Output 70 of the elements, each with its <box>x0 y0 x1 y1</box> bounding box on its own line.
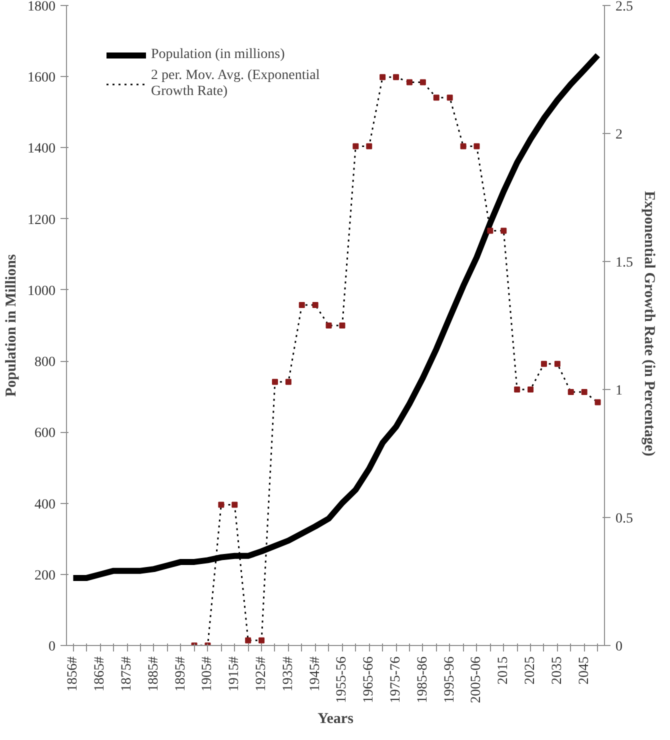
x-tick-label: 2025 <box>523 656 538 684</box>
x-tick-label: 1935# <box>280 656 296 692</box>
point <box>540 360 547 367</box>
y-tick-label: 1200 <box>28 212 56 228</box>
y2-tick-label: 2.5 <box>616 0 633 14</box>
point <box>298 302 305 308</box>
point <box>460 143 466 150</box>
point <box>528 386 534 392</box>
point <box>581 389 588 396</box>
y-tick-label: 400 <box>34 497 56 512</box>
x-tick-label: 1975-76 <box>388 656 404 704</box>
y-tick-label: 0 <box>48 640 56 654</box>
y-tick-label: 1400 <box>28 142 56 157</box>
x-tick-label: 1915# <box>227 656 242 692</box>
point <box>232 502 238 508</box>
y2-tick-label: 2 <box>616 128 622 142</box>
x-tick-label: 1945# <box>308 656 323 692</box>
y-tick-label: 600 <box>34 426 56 442</box>
point <box>339 322 346 328</box>
point <box>514 386 520 392</box>
y-tick-label: 800 <box>34 355 56 370</box>
y-tick-label: 1600 <box>28 70 56 86</box>
x-tick-label: 2045 <box>576 656 592 684</box>
y2-tick-label: 0 <box>616 640 622 654</box>
x-axis-title: Years <box>318 711 354 728</box>
x-tick-label: 1985-86 <box>415 656 430 704</box>
y2-axis-title: Exponential Growth Rate (in Percentage) <box>641 191 657 456</box>
legend-label: 2 per. Mov. Avg. (Exponential Growth Rate) <box>151 68 320 100</box>
point <box>500 228 507 234</box>
point <box>433 94 440 101</box>
point <box>406 79 412 86</box>
x-tick-label: 1905# <box>200 656 216 692</box>
x-tick-label: 1865# <box>92 656 108 692</box>
x-tick-label: 2015 <box>496 656 512 684</box>
point <box>272 378 278 385</box>
x-tick-label: 1965-66 <box>362 656 377 704</box>
x-tick-label: 1955-56 <box>334 656 350 704</box>
point <box>568 389 574 396</box>
x-tick-label: 2005-06 <box>469 656 484 704</box>
x-tick-label: 1885# <box>146 656 162 692</box>
point <box>393 74 400 80</box>
y-axis-title: Population in Millions <box>4 254 20 397</box>
point <box>258 637 265 644</box>
y-tick-label: 1800 <box>28 0 56 14</box>
x-tick-label: 2035 <box>550 656 565 684</box>
point <box>380 74 386 80</box>
point <box>366 143 372 150</box>
x-tick-label: 1995-96 <box>442 656 458 704</box>
x-tick-label: 1925# <box>254 656 270 692</box>
x-tick-label: 1895# <box>173 656 188 692</box>
x-tick-label: 1856# <box>66 656 81 692</box>
point <box>474 143 480 150</box>
point <box>285 378 292 385</box>
y2-tick-label: 0.5 <box>616 512 633 526</box>
point <box>312 302 318 308</box>
point <box>352 143 359 150</box>
y2-tick-label: 1.5 <box>616 256 633 270</box>
point <box>218 502 224 508</box>
point <box>326 322 332 328</box>
x-tick-label: 1875# <box>120 656 135 692</box>
point <box>554 360 560 367</box>
y2-tick-label: 1 <box>616 384 622 398</box>
point <box>487 228 494 234</box>
point <box>420 79 426 86</box>
point <box>594 399 601 406</box>
y-tick-label: 200 <box>34 568 56 584</box>
y-tick-label: 1000 <box>28 284 56 299</box>
point <box>245 637 252 644</box>
legend-label: Population (in millions) <box>151 47 285 63</box>
point <box>446 94 453 101</box>
